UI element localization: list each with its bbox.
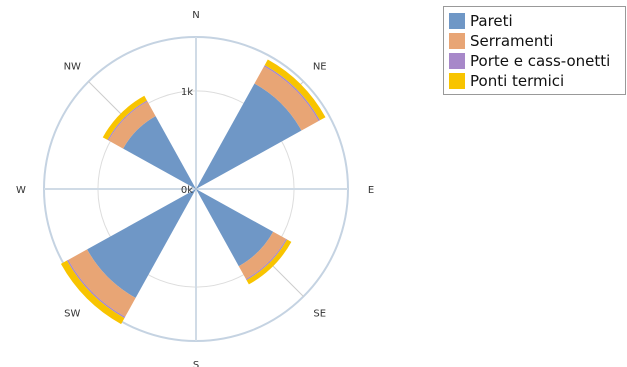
direction-label-n: N — [192, 10, 199, 21]
direction-label-ne: NE — [313, 61, 327, 72]
legend-swatch — [449, 73, 465, 89]
direction-label-sw: SW — [64, 309, 80, 320]
legend-swatch — [449, 13, 465, 29]
bar-nw-ponti-termici — [102, 95, 147, 140]
direction-label-nw: NW — [64, 61, 81, 72]
bar-sw-ponti-termici — [60, 260, 125, 325]
legend-item-serramenti[interactable]: Serramenti — [449, 31, 621, 51]
legend-label: Porte e cass-onetti — [470, 52, 611, 70]
bar-sw-pareti — [87, 189, 196, 298]
legend-item-porte[interactable]: Porte e cass-onetti — [449, 51, 621, 71]
legend-item-ponti[interactable]: Ponti termici — [449, 71, 621, 91]
legend-swatch — [449, 33, 465, 49]
bar-se-ponti-termici — [246, 239, 292, 285]
bar-se-serramenti — [238, 231, 287, 280]
legend-swatch — [449, 53, 465, 69]
bar-ne-ponti-termici — [264, 59, 326, 121]
bar-ne-pareti — [196, 83, 302, 189]
chart-labels: N NE E SE S SW W NW 0k 1k — [16, 10, 374, 367]
direction-label-w: W — [16, 185, 26, 196]
radial-tick-label: 1k — [181, 87, 193, 98]
bar-ne-serramenti — [254, 66, 319, 131]
radial-tick-label: 0k — [181, 185, 193, 196]
legend-item-pareti[interactable]: Pareti — [449, 11, 621, 31]
legend-label: Serramenti — [470, 32, 554, 50]
legend-label: Ponti termici — [470, 72, 565, 90]
legend-label: Pareti — [470, 12, 513, 30]
chart-bars — [60, 59, 326, 325]
bar-nw-pareti — [123, 116, 196, 189]
direction-label-se: SE — [313, 309, 326, 320]
chart-legend: Pareti Serramenti Porte e cass-onetti Po… — [443, 6, 626, 95]
bar-nw-serramenti — [108, 101, 156, 149]
bar-se-pareti — [196, 189, 274, 267]
direction-label-e: E — [368, 185, 374, 196]
bar-sw-serramenti — [68, 249, 136, 317]
direction-label-s: S — [193, 360, 199, 367]
